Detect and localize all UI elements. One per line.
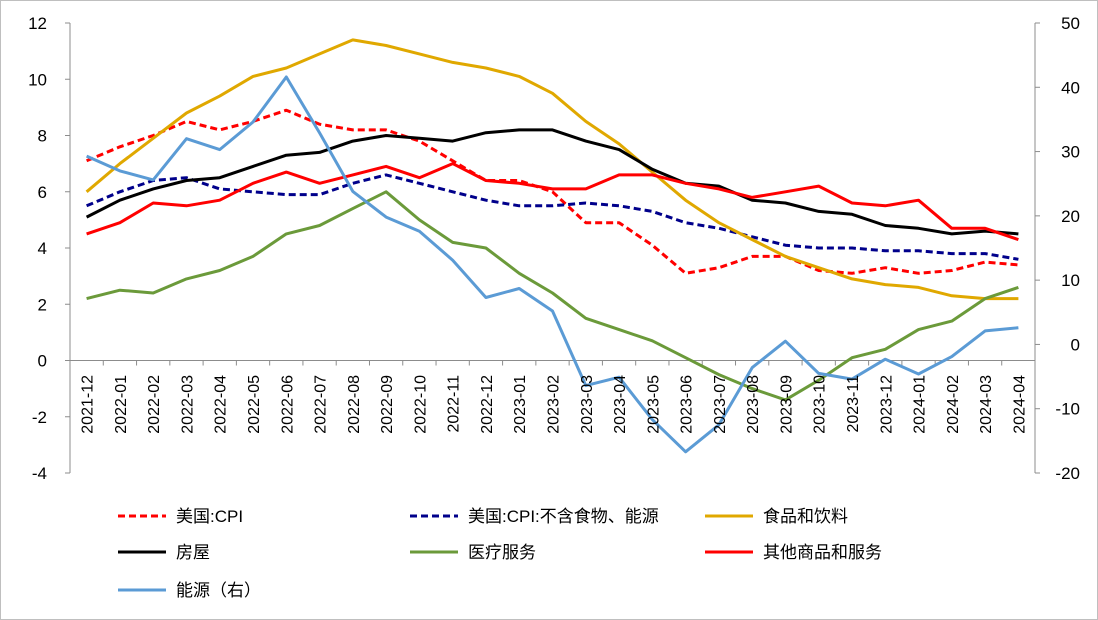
x-tick-label: 2023-01 [512,375,529,434]
series-line [86,190,1019,402]
legend-label: 医疗服务 [468,543,536,562]
y-tick-label-right: 30 [1061,143,1080,162]
x-tick-label: 2022-12 [479,375,496,434]
y-tick-label-right: -20 [1055,464,1080,483]
x-tick-label: 2023-06 [679,375,696,434]
x-tick-label: 2023-02 [546,375,563,434]
x-tick-label: 2022-09 [379,375,396,434]
x-tick-label: 2023-07 [712,375,729,434]
legend-label: 美国:CPI:不含食物、能源 [468,507,659,526]
series-line [85,128,1019,236]
x-tick-label: 2023-03 [579,375,596,434]
x-tick-label: 2024-04 [1011,375,1028,434]
x-tick-label: 2021-12 [80,375,97,434]
x-tick-label: 2023-08 [745,375,762,434]
x-tick-label: 2022-08 [346,375,363,434]
x-tick-label: 2022-10 [412,375,429,434]
legend-label: 美国:CPI [176,507,243,526]
x-tick-label: 2024-01 [912,375,929,434]
y-tick-label-left: 0 [38,352,47,371]
x-tick-label: 2022-07 [313,375,330,434]
legend-label: 能源（右） [176,581,261,600]
y-tick-label-right: 40 [1061,78,1080,97]
x-tick-label: 2023-04 [612,375,629,434]
y-tick-label-left: 4 [38,239,47,258]
y-tick-label-left: -4 [32,464,47,483]
x-tick-label: 2022-04 [213,375,230,434]
series-line [86,108,1019,275]
x-tick-label: 2023-09 [778,375,795,434]
y-tick-label-right: 50 [1061,14,1080,33]
y-tick-label-left: 6 [38,183,47,202]
y-tick-label-left: 12 [28,14,47,33]
legend-label: 其他商品和服务 [763,543,882,562]
series-line [86,173,1019,261]
y-tick-label-left: 8 [38,127,47,146]
legend-label: 房屋 [176,543,210,562]
series-lines [85,38,1019,454]
x-tick-label: 2022-02 [146,375,163,434]
y-tick-label-right: -10 [1055,400,1080,419]
x-tick-label: 2022-05 [246,375,263,434]
y-tick-label-right: 10 [1061,271,1080,290]
series-line [86,162,1019,242]
x-tick-label: 2023-05 [645,375,662,434]
legend-label: 食品和饮料 [763,507,848,526]
x-tick-label: 2023-11 [845,375,862,433]
x-tick-label: 2022-03 [179,375,196,434]
series-line [85,75,1019,454]
y-tick-label-left: 10 [28,70,47,89]
x-tick-label: 2023-10 [812,375,829,434]
x-tick-label: 2022-01 [113,375,130,434]
x-tick-labels: 2021-12 2022-01 2022-02 2022-03 2022-04 2022-… [80,375,1029,434]
y-tick-label-right: 20 [1061,207,1080,226]
y-tick-label-right: 0 [1071,335,1080,354]
x-tick-label: 2022-06 [279,375,296,434]
x-tick-label: 2024-03 [978,375,995,434]
y-tick-label-left: -2 [32,408,47,427]
x-tick-label: 2024-02 [945,375,962,434]
series-line [85,38,1019,301]
y-tick-label-left: 2 [38,295,47,314]
x-tick-label: 2023-12 [878,375,895,434]
x-tick-label: 2022-11 [446,375,463,433]
